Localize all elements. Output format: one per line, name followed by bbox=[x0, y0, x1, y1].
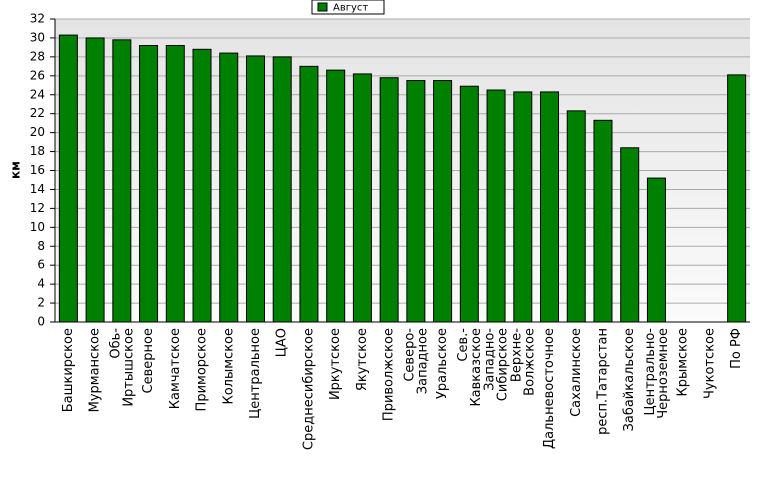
x-tick-label: Приволжское bbox=[382, 328, 397, 421]
bar bbox=[406, 80, 426, 323]
y-tick-label: 6 bbox=[37, 258, 45, 272]
bar bbox=[58, 34, 78, 323]
x-tick-label: Центрально-Черноземное bbox=[642, 328, 670, 419]
bar bbox=[540, 91, 560, 323]
bar bbox=[513, 91, 533, 323]
bar bbox=[219, 52, 239, 323]
y-tick-label: 32 bbox=[30, 12, 45, 26]
x-tick-label: Крымское bbox=[676, 328, 691, 397]
bar bbox=[433, 80, 453, 323]
y-tick-label: 12 bbox=[30, 201, 45, 215]
y-tick-label: 16 bbox=[30, 163, 45, 177]
y-tick-label: 14 bbox=[30, 182, 45, 196]
x-tick-label: ЦАО bbox=[275, 328, 290, 357]
x-tick-label: Северное bbox=[141, 328, 156, 393]
y-tick-label: 10 bbox=[30, 220, 45, 234]
y-tick-label: 26 bbox=[30, 68, 45, 82]
x-tick-label: Северо-Западное bbox=[402, 328, 430, 395]
legend-swatch bbox=[317, 2, 328, 12]
x-tick-label: По РФ bbox=[729, 328, 744, 369]
y-tick-label: 8 bbox=[37, 239, 45, 253]
x-tick-label: Камчатское bbox=[168, 328, 183, 409]
x-tick-label: Сев.-Кавказское bbox=[455, 328, 483, 407]
x-tick-label: Якутское bbox=[355, 328, 370, 391]
bar bbox=[646, 177, 666, 323]
x-tick-label: Среднесибирское bbox=[301, 328, 316, 450]
y-tick-label: 28 bbox=[30, 49, 45, 63]
x-tick-label: Обь-Иртышское bbox=[108, 328, 136, 407]
y-tick-label: 2 bbox=[37, 296, 45, 310]
legend: Август bbox=[311, 0, 385, 15]
x-tick-label: Чукотское bbox=[702, 328, 717, 399]
bar bbox=[326, 69, 346, 323]
x-tick-label: Верхне-Волжское bbox=[509, 328, 537, 396]
legend-label: Август bbox=[333, 3, 368, 14]
x-tick-label: Иркутское bbox=[328, 328, 343, 400]
x-tick-label: Сахалинское bbox=[569, 328, 584, 417]
y-axis-label: км bbox=[9, 161, 23, 179]
x-tick-label: Забайкальское bbox=[622, 328, 637, 431]
bar bbox=[352, 73, 372, 323]
bar bbox=[593, 119, 613, 323]
y-tick-label: 30 bbox=[30, 30, 45, 44]
x-tick-label: Мурманское bbox=[88, 328, 103, 412]
x-tick-label: респ.Татарстан bbox=[595, 328, 610, 435]
bar bbox=[620, 147, 640, 323]
bar bbox=[379, 77, 399, 323]
x-tick-label: Уральское bbox=[435, 328, 450, 399]
bar bbox=[727, 74, 747, 323]
bar bbox=[272, 56, 292, 323]
bar bbox=[459, 85, 479, 323]
y-tick-label: 22 bbox=[30, 106, 45, 120]
y-tick-label: 24 bbox=[30, 87, 45, 101]
x-tick-label: Колымское bbox=[221, 328, 236, 405]
bar bbox=[85, 37, 105, 323]
bar bbox=[192, 48, 212, 323]
y-tick-label: 18 bbox=[30, 144, 45, 158]
y-tick-label: 20 bbox=[30, 125, 45, 139]
legend-box bbox=[311, 0, 385, 15]
bar bbox=[566, 110, 586, 323]
bar bbox=[299, 65, 319, 323]
bar bbox=[112, 39, 132, 323]
x-tick-label: Центральное bbox=[248, 328, 263, 419]
x-tick-label: Западно-Сибирское bbox=[482, 328, 510, 402]
bar bbox=[139, 45, 159, 323]
bar bbox=[165, 45, 185, 323]
x-tick-label: Дальневосточное bbox=[542, 328, 557, 449]
x-tick-label: Приморское bbox=[195, 328, 210, 411]
y-tick-label: 4 bbox=[37, 277, 45, 291]
x-tick-label: Башкирское bbox=[61, 328, 76, 412]
bar bbox=[245, 55, 265, 323]
y-tick-label: 0 bbox=[37, 315, 45, 329]
bar bbox=[486, 89, 506, 323]
